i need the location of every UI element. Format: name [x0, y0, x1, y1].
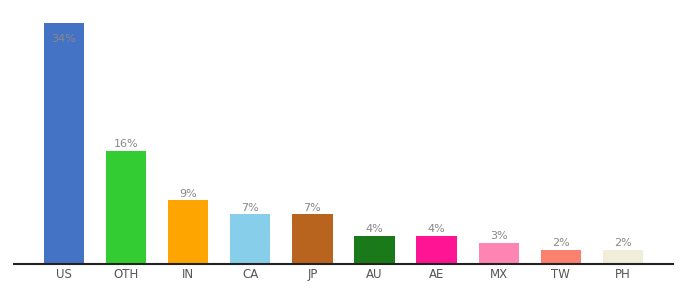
Text: 34%: 34% — [52, 34, 76, 44]
Bar — [416, 236, 457, 264]
Text: 2%: 2% — [614, 238, 632, 248]
Text: 7%: 7% — [241, 203, 259, 213]
Text: 3%: 3% — [490, 231, 507, 241]
Text: 4%: 4% — [366, 224, 384, 234]
Text: 2%: 2% — [552, 238, 570, 248]
Text: 4%: 4% — [428, 224, 445, 234]
Bar — [541, 250, 581, 264]
Bar — [230, 214, 271, 264]
Bar — [44, 23, 84, 264]
Bar — [292, 214, 333, 264]
Bar — [479, 243, 519, 264]
Text: 16%: 16% — [114, 139, 138, 149]
Bar — [354, 236, 394, 264]
Bar — [105, 151, 146, 264]
Text: 9%: 9% — [179, 189, 197, 199]
Bar — [603, 250, 643, 264]
Text: 7%: 7% — [303, 203, 321, 213]
Bar — [168, 200, 208, 264]
